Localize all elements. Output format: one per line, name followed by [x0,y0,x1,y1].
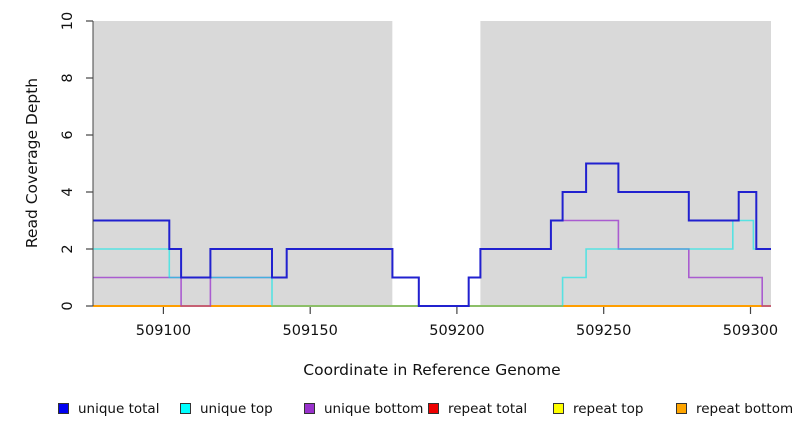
x-tick-label: 509100 [135,323,192,339]
x-tick-label: 509200 [429,323,485,339]
legend-label: unique bottom [324,400,424,417]
x-tick-label: 509250 [576,323,632,339]
x-tick-label: 509150 [282,323,338,339]
legend-item-unique-total: unique total [58,400,160,417]
plot-background-band [392,21,481,306]
legend-swatch-icon [180,403,191,414]
x-axis-title: Coordinate in Reference Genome [303,361,561,379]
legend-item-repeat-total: repeat total [428,400,528,417]
legend-label: repeat total [448,400,528,417]
legend-item-unique-top: unique top [180,400,273,417]
x-tick-label: 509300 [722,323,779,339]
legend-label: repeat bottom [696,400,792,417]
legend-item-repeat-bottom: repeat bottom [676,400,792,417]
legend-swatch-icon [58,403,69,414]
y-tick-label: 0 [60,301,76,311]
y-tick-label: 6 [60,130,76,140]
legend-label: unique top [200,400,273,417]
legend-swatch-icon [553,403,564,414]
legend-label: unique total [78,400,160,417]
legend-swatch-icon [304,403,315,414]
y-tick-label: 4 [60,187,76,197]
y-tick-label: 8 [60,73,76,83]
legend-item-unique-bottom: unique bottom [304,400,424,417]
series-line-unique-total [93,162,771,307]
plot-background-band [93,21,393,306]
legend-item-repeat-top: repeat top [553,400,644,417]
y-axis-title: Read Coverage Depth [23,77,41,249]
legend-swatch-icon [428,403,439,414]
y-tick-label: 2 [60,244,76,254]
plot-background-band [480,21,771,306]
y-tick-label: 10 [60,11,76,31]
legend-label: repeat top [573,400,644,417]
legend-swatch-icon [676,403,687,414]
